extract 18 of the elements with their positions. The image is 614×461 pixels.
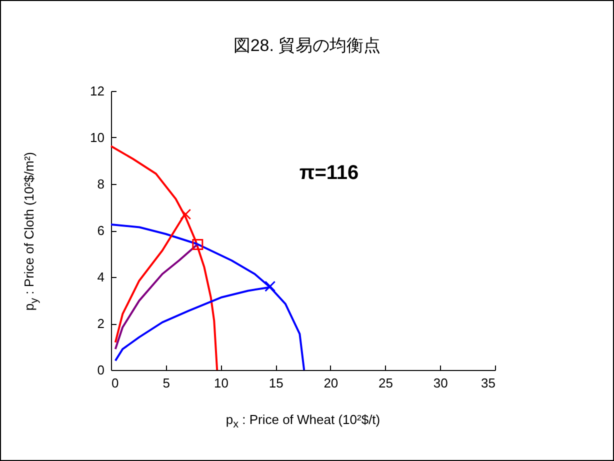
x-tick-label: 0 <box>112 376 119 390</box>
x-tick-label: 20 <box>324 376 338 390</box>
x-tick-label: 30 <box>433 376 448 390</box>
chart-title: 図28. 貿易の均衡点 <box>232 35 382 57</box>
y-tick-label: 10 <box>90 130 104 145</box>
y-tick-label: 8 <box>97 176 104 192</box>
x-tick-label: 10 <box>214 376 228 390</box>
x-axis-title: p$_{x}$ : Price of Wheat (10²$/t) <box>224 412 382 431</box>
y-tick-label: 6 <box>97 223 104 238</box>
x-tick-label: 35 <box>481 376 496 390</box>
y-tick-label: 4 <box>97 270 104 284</box>
x-tick-label: 15 <box>268 376 284 390</box>
x-tick-label: 5 <box>162 376 170 390</box>
y-tick-label: 0 <box>97 362 104 378</box>
annotation: π=116 <box>299 162 359 184</box>
y-tick-label: 12 <box>90 84 104 98</box>
x-tick-label: 25 <box>378 376 394 390</box>
y-tick-label: 2 <box>97 316 104 331</box>
